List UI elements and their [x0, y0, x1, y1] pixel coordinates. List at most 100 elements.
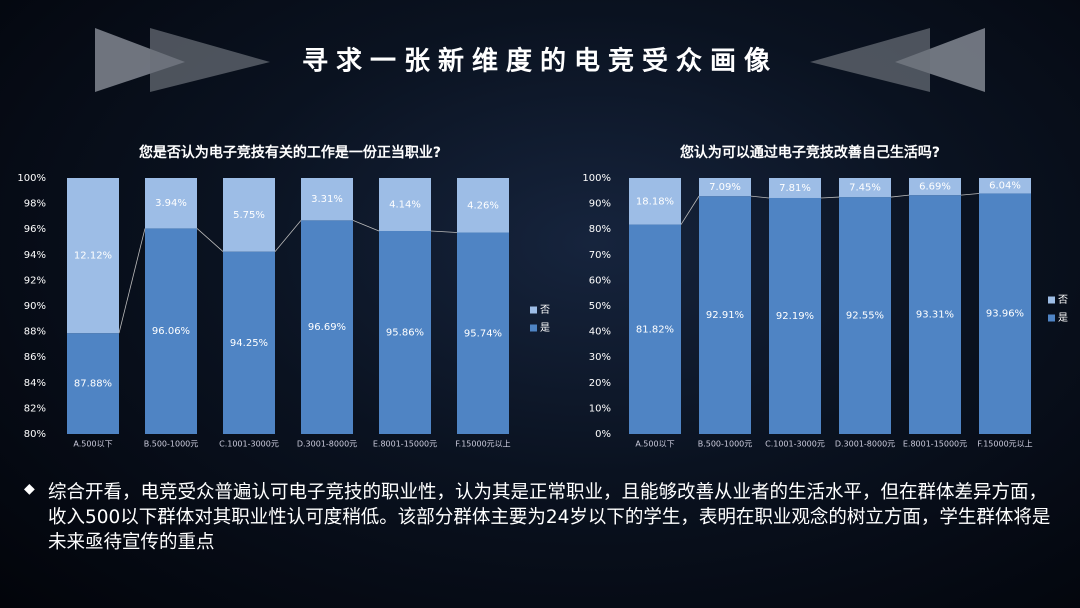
legend-label: 是	[1058, 312, 1068, 324]
data-label: 3.31%	[311, 194, 343, 205]
series-connector	[274, 220, 302, 252]
y-tick-label: 98%	[24, 199, 46, 210]
series-connector	[820, 196, 840, 199]
x-tick-label: D.3001-8000元	[835, 440, 895, 449]
summary-text: 综合开看，电竞受众普遍认可电子竞技的职业性，认为其是正常职业，且能够改善从业者的…	[48, 482, 1051, 553]
y-tick-label: 90%	[24, 301, 46, 312]
slide-title: 寻求一张新维度的电竞受众画像	[302, 46, 778, 77]
bar-segment	[379, 178, 431, 231]
y-tick-label: 80%	[24, 429, 46, 440]
series-connector	[680, 195, 700, 225]
data-label: 7.09%	[709, 182, 741, 193]
chart-title: 您是否认为电子竞技有关的工作是一份正当职业?	[139, 144, 441, 161]
y-tick-label: 88%	[24, 327, 46, 338]
decoration	[150, 28, 270, 92]
bar-segment	[699, 178, 751, 197]
legend-swatch	[1048, 296, 1055, 304]
y-tick-label: 80%	[589, 224, 611, 235]
data-label: 12.12%	[74, 251, 112, 262]
legend-label: 是	[540, 322, 550, 334]
data-label: 6.04%	[989, 181, 1021, 192]
y-tick-label: 70%	[589, 250, 611, 261]
bar-segment	[629, 224, 681, 434]
x-tick-label: E.8001-15000元	[903, 440, 967, 449]
legend-swatch	[1048, 314, 1055, 322]
data-label: 94.25%	[230, 338, 268, 349]
legend-label: 否	[540, 304, 550, 316]
decoration	[895, 28, 985, 92]
data-label: 87.88%	[74, 379, 112, 390]
x-tick-label: B.500-1000元	[144, 440, 199, 449]
data-label: 7.81%	[779, 183, 811, 194]
data-label: 6.69%	[919, 182, 951, 193]
data-label: 92.19%	[776, 311, 814, 322]
y-tick-label: 0%	[595, 429, 611, 440]
decoration	[810, 28, 930, 92]
x-tick-label: A.500以下	[73, 440, 112, 449]
y-tick-label: 86%	[24, 352, 46, 363]
y-tick-label: 40%	[589, 327, 611, 338]
data-label: 93.96%	[986, 309, 1024, 320]
y-tick-label: 90%	[589, 199, 611, 210]
y-tick-label: 20%	[589, 378, 611, 389]
bar-segment	[839, 178, 891, 198]
legend-label: 否	[1058, 294, 1068, 306]
data-label: 92.91%	[706, 310, 744, 321]
bar-segment	[839, 197, 891, 434]
data-label: 5.75%	[233, 210, 265, 221]
x-tick-label: F.15000元以上	[977, 440, 1032, 449]
bar-segment	[979, 178, 1031, 194]
bar-segment	[457, 232, 509, 434]
bar-segment	[769, 197, 821, 434]
bar-segment	[301, 178, 353, 221]
bar-segment	[909, 195, 961, 434]
data-label: 18.18%	[636, 196, 674, 207]
bar-segment	[379, 230, 431, 434]
y-tick-label: 30%	[589, 352, 611, 363]
bar-segment	[223, 178, 275, 252]
bar-segment	[457, 178, 509, 233]
data-label: 95.86%	[386, 327, 424, 338]
x-tick-label: D.3001-8000元	[297, 440, 357, 449]
x-tick-label: F.15000元以上	[455, 440, 510, 449]
series-connector	[118, 228, 146, 334]
data-label: 96.06%	[152, 326, 190, 337]
data-label: 3.94%	[155, 198, 187, 209]
legend-swatch	[530, 324, 537, 332]
series-connector	[196, 228, 224, 252]
series-connector	[430, 230, 458, 233]
y-tick-label: 60%	[589, 275, 611, 286]
series-connector	[352, 219, 380, 232]
x-tick-label: C.1001-3000元	[219, 440, 279, 449]
data-label: 96.69%	[308, 322, 346, 333]
series-connector	[890, 194, 910, 198]
decoration	[95, 28, 185, 92]
x-tick-label: A.500以下	[635, 440, 674, 449]
y-tick-label: 82%	[24, 403, 46, 414]
bar-segment	[67, 178, 119, 334]
bar-segment	[629, 178, 681, 225]
bar-segment	[67, 333, 119, 434]
data-label: 92.55%	[846, 311, 884, 322]
x-tick-label: B.500-1000元	[698, 440, 753, 449]
bar-segment	[223, 251, 275, 434]
bar-segment	[301, 220, 353, 434]
bar-segment	[145, 178, 197, 229]
data-label: 81.82%	[636, 324, 674, 335]
y-tick-label: 94%	[24, 250, 46, 261]
series-connector	[750, 195, 770, 199]
y-tick-label: 96%	[24, 224, 46, 235]
bar-segment	[699, 196, 751, 434]
chart-title: 您认为可以通过电子竞技改善自己生活吗?	[680, 144, 940, 161]
legend-swatch	[530, 306, 537, 314]
y-tick-label: 84%	[24, 378, 46, 389]
x-tick-label: E.8001-15000元	[373, 440, 437, 449]
y-tick-label: 50%	[589, 301, 611, 312]
data-label: 93.31%	[916, 310, 954, 321]
y-tick-label: 100%	[582, 173, 611, 184]
bullet-icon: ◆	[24, 481, 35, 497]
series-connector	[960, 193, 980, 196]
y-tick-label: 100%	[17, 173, 46, 184]
